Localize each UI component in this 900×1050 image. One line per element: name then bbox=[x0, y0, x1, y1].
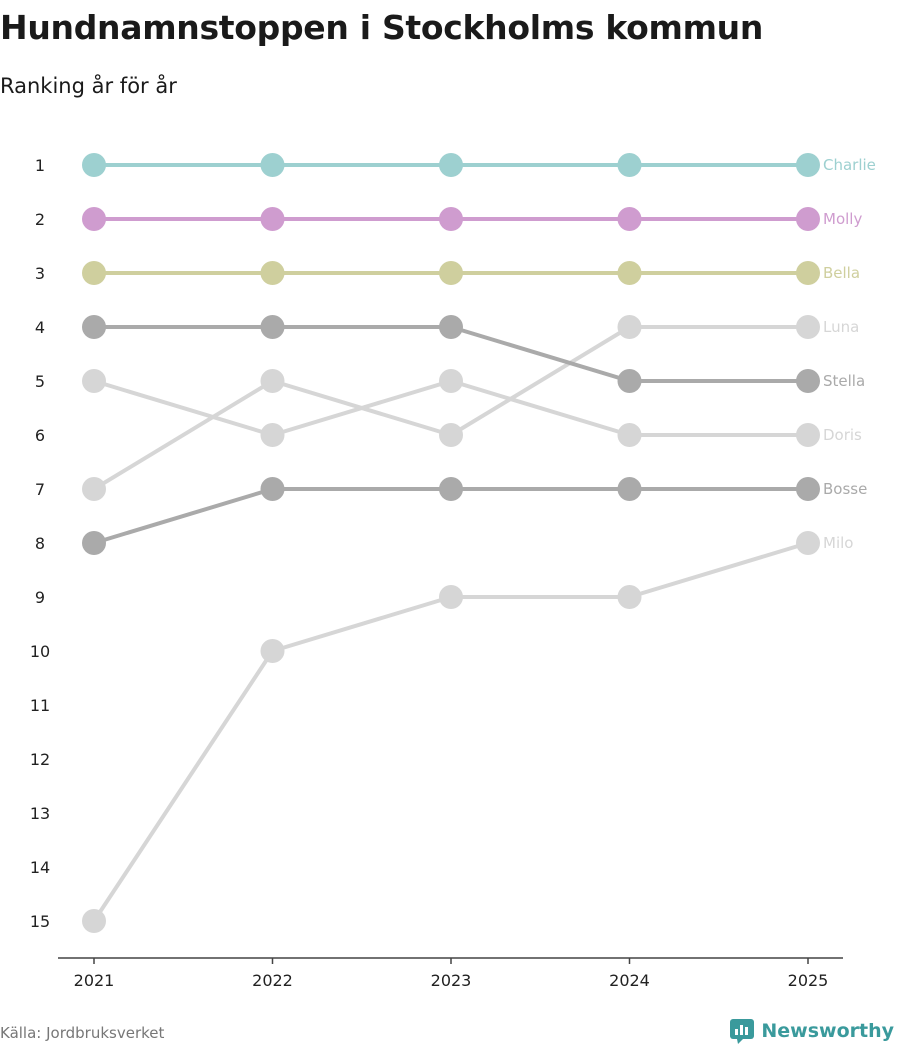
data-point-milo bbox=[439, 585, 463, 609]
y-tick-label: 1 bbox=[35, 156, 45, 175]
y-tick-label: 2 bbox=[35, 210, 45, 229]
y-tick-label: 10 bbox=[30, 642, 50, 661]
series-label-bella: Bella bbox=[823, 264, 860, 282]
data-point-stella bbox=[796, 369, 820, 393]
chart-title: Hundnamnstoppen i Stockholms kommun bbox=[0, 8, 764, 47]
data-point-milo bbox=[617, 585, 642, 609]
data-point-charlie bbox=[617, 153, 642, 177]
data-point-luna bbox=[260, 369, 285, 393]
data-point-luna bbox=[617, 315, 642, 339]
y-tick-label: 6 bbox=[35, 426, 45, 445]
data-point-stella bbox=[439, 315, 463, 339]
x-tick-label: 2024 bbox=[609, 971, 650, 990]
data-point-doris bbox=[617, 423, 642, 447]
data-point-luna bbox=[439, 423, 463, 447]
data-point-doris bbox=[82, 369, 106, 393]
data-point-doris bbox=[439, 369, 463, 393]
series-label-milo: Milo bbox=[823, 534, 853, 552]
data-point-bosse bbox=[260, 477, 285, 501]
data-point-doris bbox=[260, 423, 285, 447]
data-point-molly bbox=[796, 207, 820, 231]
y-tick-label: 8 bbox=[35, 534, 45, 553]
y-tick-label: 12 bbox=[30, 750, 50, 769]
chart-subtitle: Ranking år för år bbox=[0, 74, 177, 98]
y-tick-label: 9 bbox=[35, 588, 45, 607]
data-point-stella bbox=[82, 315, 106, 339]
series-label-doris: Doris bbox=[823, 426, 862, 444]
data-point-charlie bbox=[439, 153, 463, 177]
y-tick-label: 7 bbox=[35, 480, 45, 499]
y-tick-label: 5 bbox=[35, 372, 45, 391]
data-point-molly bbox=[617, 207, 642, 231]
data-point-molly bbox=[439, 207, 463, 231]
y-tick-label: 4 bbox=[35, 318, 45, 337]
data-point-milo bbox=[796, 531, 820, 555]
y-tick-label: 13 bbox=[30, 804, 50, 823]
series-label-bosse: Bosse bbox=[823, 480, 867, 498]
data-point-milo bbox=[82, 909, 106, 933]
data-point-molly bbox=[260, 207, 285, 231]
series-label-molly: Molly bbox=[823, 210, 862, 228]
x-tick-label: 2023 bbox=[431, 971, 472, 990]
data-point-bosse bbox=[439, 477, 463, 501]
data-point-charlie bbox=[82, 153, 106, 177]
data-point-bella bbox=[439, 261, 463, 285]
y-tick-label: 3 bbox=[35, 264, 45, 283]
x-tick-label: 2022 bbox=[252, 971, 293, 990]
y-tick-label: 15 bbox=[30, 912, 50, 931]
data-point-bella bbox=[796, 261, 820, 285]
series-label-stella: Stella bbox=[823, 372, 865, 390]
source-note: Källa: Jordbruksverket bbox=[0, 1024, 165, 1042]
data-point-stella bbox=[617, 369, 642, 393]
data-point-charlie bbox=[260, 153, 285, 177]
y-tick-label: 14 bbox=[30, 858, 50, 877]
data-point-milo bbox=[260, 639, 285, 663]
data-point-stella bbox=[260, 315, 285, 339]
data-point-luna bbox=[796, 315, 820, 339]
series-label-luna: Luna bbox=[823, 318, 859, 336]
brand-logo: Newsworthy bbox=[729, 1018, 894, 1044]
data-point-bella bbox=[82, 261, 106, 285]
data-point-luna bbox=[82, 477, 106, 501]
brand-name: Newsworthy bbox=[761, 1020, 894, 1042]
data-point-bosse bbox=[82, 531, 106, 555]
data-point-molly bbox=[82, 207, 106, 231]
x-tick-label: 2021 bbox=[74, 971, 115, 990]
series-line-luna bbox=[92, 325, 808, 491]
x-tick-label: 2025 bbox=[788, 971, 829, 990]
y-tick-label: 11 bbox=[30, 696, 50, 715]
data-point-bosse bbox=[796, 477, 820, 501]
series-label-charlie: Charlie bbox=[823, 156, 876, 174]
newsworthy-icon bbox=[730, 1019, 755, 1044]
data-point-doris bbox=[796, 423, 820, 447]
data-point-bosse bbox=[617, 477, 642, 501]
data-point-bella bbox=[617, 261, 642, 285]
data-point-charlie bbox=[796, 153, 820, 177]
data-point-bella bbox=[260, 261, 285, 285]
